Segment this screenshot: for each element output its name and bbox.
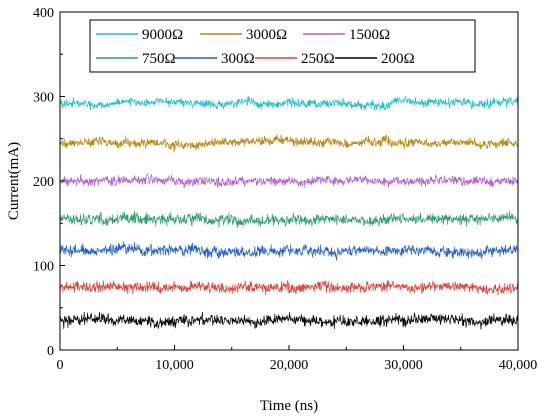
y-tick-label-1: 100 [33,260,54,275]
y-axis-title: Current(mA) [6,142,22,220]
y-tick-label-4: 400 [33,6,54,21]
x-tick-label-2: 20,000 [270,358,309,373]
legend-label-0: 9000Ω [142,27,183,43]
series-line-0 [59,95,519,111]
legend-box [89,19,476,73]
legend-label-4: 300Ω [221,51,255,67]
legend-label-5: 250Ω [301,51,335,67]
legend-label-6: 200Ω [381,51,415,67]
y-tick-label-3: 300 [33,91,54,106]
series-line-2 [59,173,519,189]
x-axis-title: Time (ns) [260,398,318,414]
x-tick-label-1: 10,000 [155,358,194,373]
series-line-5 [59,279,519,296]
series-line-1 [59,134,519,153]
y-tick-label-2: 200 [33,175,54,190]
series-line-6 [59,311,519,330]
legend-label-2: 1500Ω [349,27,390,43]
x-tick-label-3: 30,000 [384,358,423,373]
series-line-4 [59,241,519,261]
series-line-3 [59,210,519,228]
x-tick-label-0: 0 [57,358,64,373]
series-layer [59,95,519,330]
axes-layer: 0 10,000 20,000 30,000 40,000 0 100 200 300 400 [33,6,537,373]
legend: 9000Ω 3000Ω 1500Ω 750Ω 300Ω 250Ω 200Ω [89,19,476,73]
legend-label-1: 3000Ω [246,27,287,43]
x-tick-label-4: 40,000 [499,358,538,373]
legend-label-3: 750Ω [142,51,176,67]
y-tick-label-0: 0 [47,344,54,359]
